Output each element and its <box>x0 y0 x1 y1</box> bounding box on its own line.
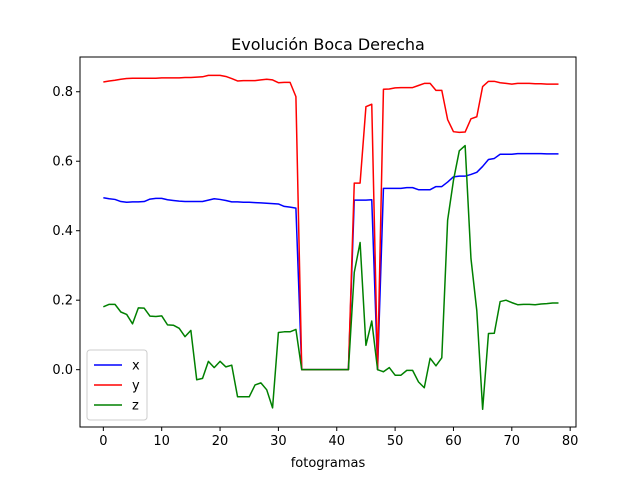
x-tick-label: 60 <box>445 434 462 449</box>
chart-title: Evolución Boca Derecha <box>231 35 425 54</box>
plot-frame <box>79 56 577 428</box>
legend-label-y: y <box>132 379 140 394</box>
legend: xyz <box>86 349 148 421</box>
x-tick-label: 20 <box>212 434 229 449</box>
legend-label-x: x <box>132 359 140 374</box>
y-axis: 0.0 0.2 0.4 0.6 0.8 <box>52 85 80 378</box>
series-line-z <box>103 144 559 411</box>
x-tick-label: 80 <box>562 434 579 449</box>
legend-label-z: z <box>132 399 139 414</box>
x-axis-label: fotogramas <box>291 456 366 471</box>
y-tick-label: 0.8 <box>52 85 73 100</box>
plot-lines <box>103 74 559 411</box>
x-tick-label: 50 <box>387 434 404 449</box>
y-tick-label: 0.6 <box>52 155 73 170</box>
y-tick-label: 0.4 <box>52 224 73 239</box>
x-axis: 0 10 20 30 40 50 60 70 80 <box>99 427 578 449</box>
x-tick-label: 0 <box>99 434 107 449</box>
y-tick-label: 0.0 <box>52 363 73 378</box>
y-tick-label: 0.2 <box>52 294 73 309</box>
x-tick-label: 40 <box>328 434 345 449</box>
x-tick-label: 70 <box>504 434 521 449</box>
x-tick-label: 30 <box>270 434 287 449</box>
x-tick-label: 10 <box>153 434 170 449</box>
